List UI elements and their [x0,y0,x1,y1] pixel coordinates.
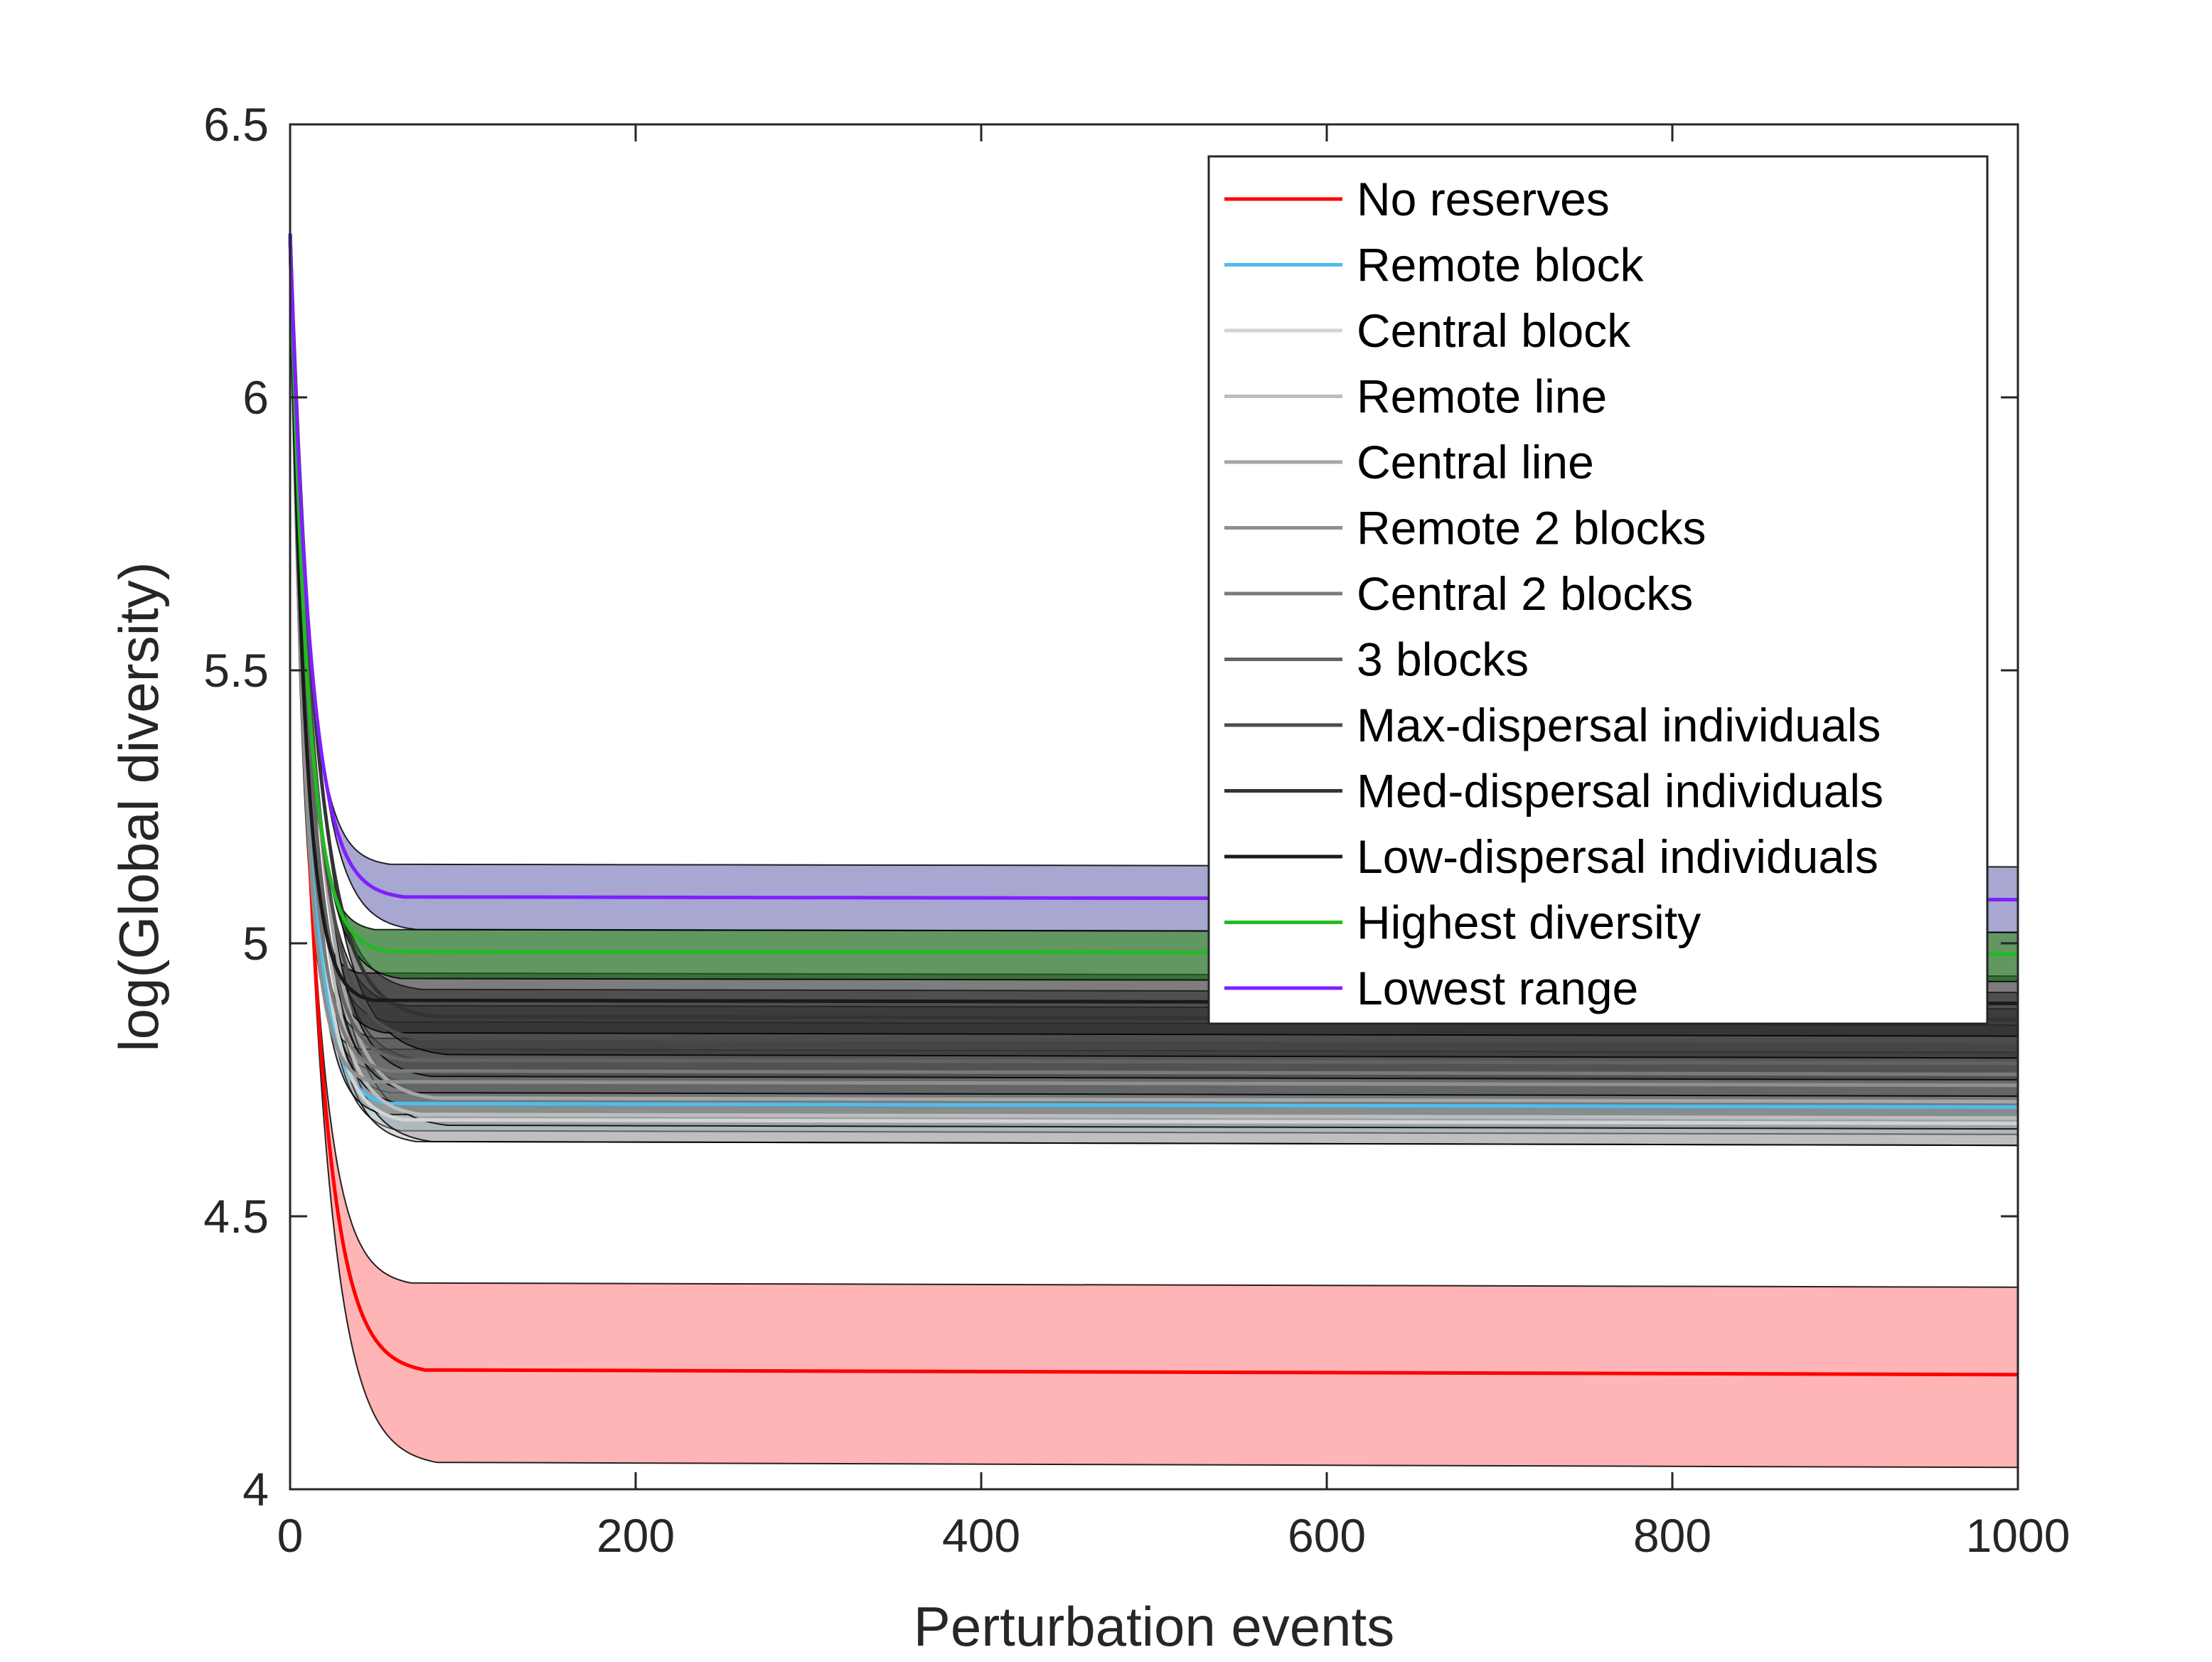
x-tick-label: 0 [277,1509,304,1562]
legend-item: Remote line [1224,370,1607,423]
legend-label: Med-dispersal individuals [1357,765,1884,817]
y-tick-label: 5 [242,917,269,970]
series-lines [288,233,2019,1377]
series-line-no-reserves [288,233,2019,1377]
y-tick-label: 4 [242,1463,269,1516]
axis-ticks [289,123,2019,1491]
legend-item: 3 blocks [1224,633,1529,686]
legend: No reserves Remote block Central block Remo… [1207,155,1989,1025]
legend-box [1207,155,1989,1025]
legend-item: Low-dispersal individuals [1224,830,1879,883]
legend-item: No reserves [1224,173,1610,225]
y-tick-label: 6 [242,371,269,424]
series-line-highest-diversity [288,233,2019,956]
x-tick-label: 1000 [1966,1509,2071,1562]
legend-item: Med-dispersal individuals [1224,765,1884,817]
legend-label: Remote block [1357,239,1645,291]
legend-label: Lowest range [1357,962,1638,1014]
legend-label: Central 2 blocks [1357,567,1693,620]
axis-tick-labels: 0 200 400 600 800 1000 4 4.5 5 5.5 6 6.5 [203,98,2070,1562]
legend-label: Highest diversity [1357,896,1701,949]
legend-label: Low-dispersal individuals [1357,830,1879,883]
legend-item: Highest diversity [1224,896,1701,949]
legend-label: Central block [1357,304,1631,357]
x-tick-label: 800 [1633,1509,1711,1562]
x-tick-label: 400 [942,1509,1020,1562]
x-tick-label: 600 [1288,1509,1366,1562]
x-tick-label: 200 [597,1509,675,1562]
legend-item: Central block [1224,304,1631,357]
legend-label: 3 blocks [1357,633,1529,686]
y-tick-label: 6.5 [203,98,269,151]
legend-label: No reserves [1357,173,1610,225]
legend-label: Central line [1357,436,1594,488]
legend-item: Lowest range [1224,962,1638,1014]
y-tick-label: 5.5 [203,644,269,697]
legend-items: No reserves Remote block Central block Remo… [1224,173,1884,1014]
legend-item: Central line [1224,436,1594,488]
y-axis-label: log(Global diversity) [107,562,170,1051]
legend-label: Remote line [1357,370,1607,423]
legend-item: Central 2 blocks [1224,567,1693,620]
series-line-low-dispersal-individuals [288,233,2019,1005]
legend-label: Max-dispersal individuals [1357,699,1881,751]
series-line-3-blocks [288,233,2019,1066]
series-line-remote-2-blocks [288,233,2019,1088]
legend-item: Remote 2 blocks [1224,502,1706,554]
x-axis-label: Perturbation events [914,1595,1394,1658]
legend-item: Remote block [1224,239,1645,291]
y-tick-label: 4.5 [203,1190,269,1243]
series-line-lowest-range [288,233,2019,902]
legend-label: Remote 2 blocks [1357,502,1706,554]
legend-item: Max-dispersal individuals [1224,699,1881,751]
plot-frame [289,123,2019,1491]
